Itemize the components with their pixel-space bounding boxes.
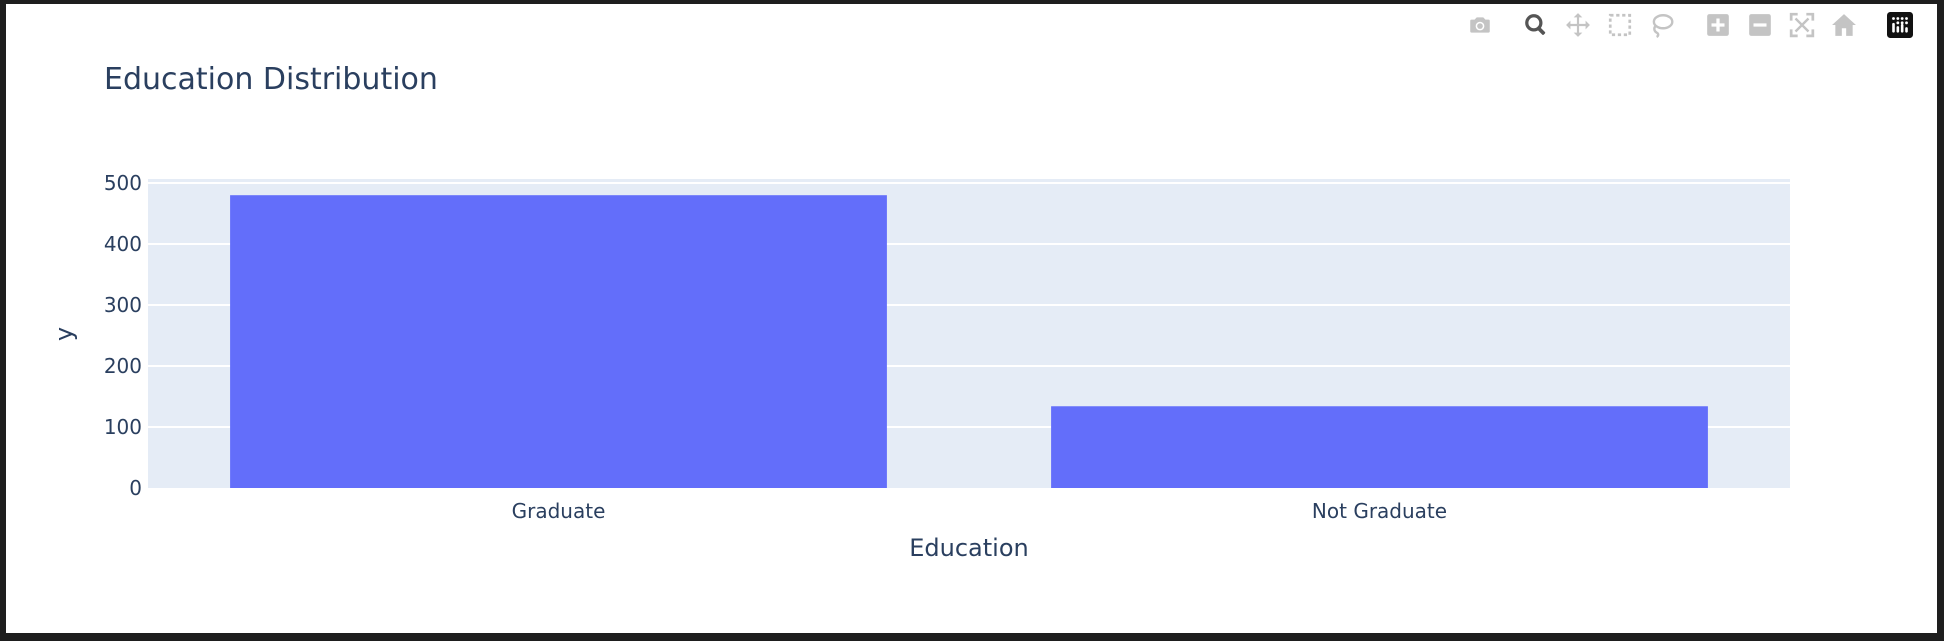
y-axis-title: y	[50, 327, 78, 341]
box-select-icon	[1607, 12, 1633, 42]
y-tick-label: 100	[104, 415, 142, 439]
y-tick-label: 200	[104, 354, 142, 378]
lasso-select-button[interactable]	[1641, 10, 1683, 44]
zoom-button[interactable]	[1515, 10, 1557, 44]
y-tick-label: 0	[129, 476, 142, 500]
camera-icon	[1467, 12, 1493, 42]
autoscale-button[interactable]	[1781, 10, 1823, 44]
chart-title: Education Distribution	[104, 62, 438, 97]
reset-axes-icon	[1831, 12, 1857, 42]
bar-not-graduate[interactable]	[1051, 406, 1708, 488]
bars	[230, 195, 1708, 488]
autoscale-icon	[1789, 12, 1815, 42]
reset-axes-button[interactable]	[1823, 10, 1865, 44]
y-tick-label: 500	[104, 171, 142, 195]
lasso-select-icon	[1649, 12, 1675, 42]
zoom-out-button[interactable]	[1739, 10, 1781, 44]
y-tick-label: 300	[104, 293, 142, 317]
y-tick-label: 400	[104, 232, 142, 256]
bar-graduate[interactable]	[230, 195, 887, 488]
bar-chart: Education Distribution 0100200300400500 …	[50, 62, 1790, 562]
chart-frame: Education Distribution 0 100 200 300 400 500 …	[6, 4, 1937, 633]
x-axis-title: Education	[909, 534, 1028, 562]
zoom-in-button[interactable]	[1697, 10, 1739, 44]
plotly-logo-icon	[1887, 12, 1913, 42]
y-axis-ticks: 0 100 200 300 400 500	[104, 171, 142, 500]
plotly-logo-button[interactable]	[1879, 10, 1921, 44]
zoom-icon	[1523, 12, 1549, 42]
camera-button[interactable]	[1459, 10, 1501, 44]
box-select-button[interactable]	[1599, 10, 1641, 44]
x-tick-label: Not Graduate	[1312, 499, 1447, 523]
zoom-in-icon	[1705, 12, 1731, 42]
zoom-out-icon	[1747, 12, 1773, 42]
x-axis-ticks: Graduate Not Graduate	[512, 499, 1447, 523]
x-tick-label: Graduate	[512, 499, 606, 523]
pan-button[interactable]	[1557, 10, 1599, 44]
pan-icon	[1565, 12, 1591, 42]
modebar	[1459, 10, 1921, 44]
